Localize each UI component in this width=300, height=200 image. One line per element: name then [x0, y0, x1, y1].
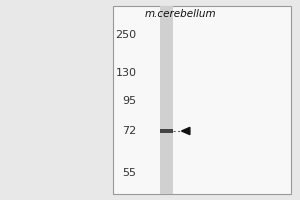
- Bar: [112, 6, 291, 194]
- Text: 72: 72: [122, 126, 136, 136]
- Bar: [160, 129, 173, 133]
- Text: 130: 130: [116, 68, 136, 78]
- Text: m.cerebellum: m.cerebellum: [144, 9, 216, 19]
- Polygon shape: [182, 127, 190, 135]
- Bar: [160, 6, 173, 194]
- Text: 55: 55: [122, 168, 136, 178]
- Text: 95: 95: [122, 96, 136, 106]
- Text: 250: 250: [116, 30, 136, 40]
